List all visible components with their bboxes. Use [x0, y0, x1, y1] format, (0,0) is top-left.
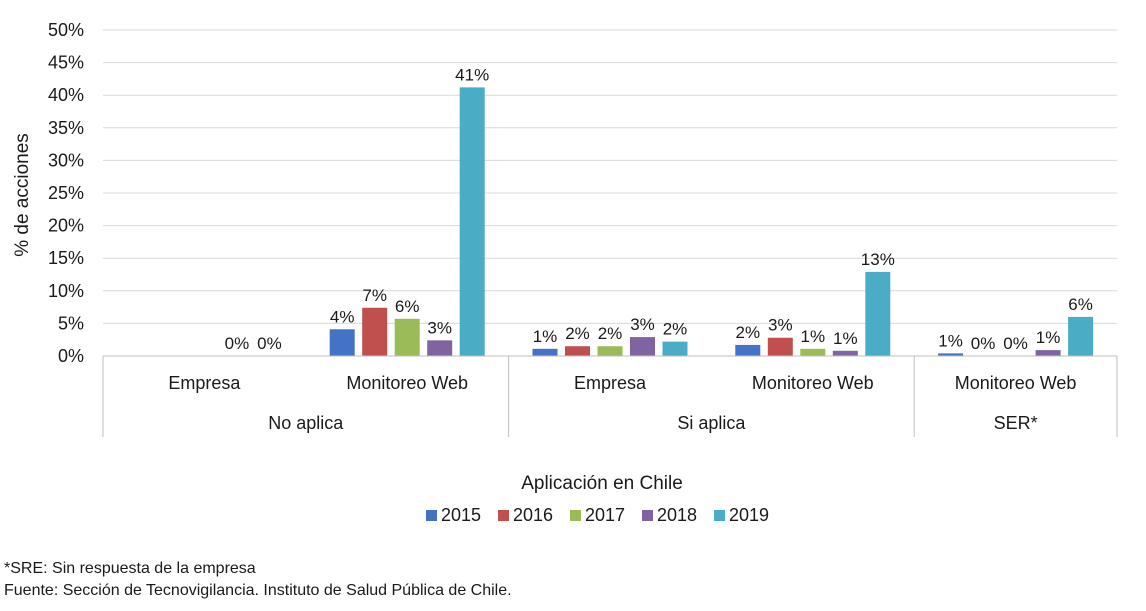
data-label: 0%: [225, 334, 250, 353]
legend-label: 2015: [441, 505, 481, 525]
bar: [362, 307, 388, 356]
data-label: 2%: [565, 324, 590, 343]
bars: [329, 87, 1094, 356]
bar: [532, 348, 558, 356]
gridlines: [103, 29, 1117, 357]
data-label: 6%: [395, 297, 420, 316]
footnote-sre: *SRE: Sin respuesta de la empresa: [4, 560, 256, 577]
legend-swatch: [426, 510, 437, 521]
bar: [630, 337, 655, 356]
y-axis-title: % de acciones: [12, 133, 33, 257]
data-label: 4%: [330, 307, 355, 326]
data-label: 2%: [736, 323, 761, 342]
data-label: 3%: [427, 318, 452, 337]
data-label: 7%: [362, 286, 387, 305]
category-label: Monitoreo Web: [955, 373, 1077, 393]
y-tick-label: 5%: [58, 313, 84, 333]
group-label: No aplica: [268, 413, 344, 433]
data-label: 3%: [630, 315, 655, 334]
data-label: 0%: [257, 334, 282, 353]
data-label: 1%: [833, 329, 858, 348]
category-label: Empresa: [574, 373, 647, 393]
bar: [735, 344, 761, 356]
bar-chart: 0% 5% 10% 15% 20% 25% 30% 35% 40% 45% 50% 4% 1% 2% 1%…: [12, 20, 1118, 525]
x-axis-title: Aplicación en Chile: [521, 473, 683, 494]
category-label: Monitoreo Web: [346, 373, 468, 393]
data-label: 0%: [971, 334, 996, 353]
y-tick-label: 45%: [48, 53, 84, 73]
legend-swatch: [498, 510, 509, 521]
legend-label: 2017: [585, 505, 625, 525]
legend-swatch: [570, 510, 581, 521]
y-tick-label: 40%: [48, 85, 84, 105]
legend-swatch: [714, 510, 725, 521]
data-label: 2%: [663, 320, 688, 339]
y-axis-ticks: 0% 5% 10% 15% 20% 25% 30% 35% 40% 45% 50%: [48, 20, 84, 366]
data-labels: 4% 1% 2% 1% 7% 2% 3% 0% 6% 2% 1% 0% 0% 3% 3% 1% 1% 0% 41% 2…: [225, 65, 1093, 353]
bar: [865, 271, 891, 356]
bar: [938, 353, 964, 356]
data-label: 2%: [598, 324, 623, 343]
bar: [394, 318, 420, 356]
data-label: 6%: [1068, 295, 1093, 314]
y-tick-label: 15%: [48, 248, 84, 268]
footnote-source: Fuente: Sección de Tecnovigilancia. Inst…: [4, 582, 512, 599]
bar: [565, 346, 590, 356]
y-tick-label: 50%: [48, 20, 84, 40]
bar: [800, 348, 826, 356]
bar: [1068, 316, 1094, 356]
legend-swatch: [642, 510, 653, 521]
y-tick-label: 20%: [48, 216, 84, 236]
category-label: Empresa: [168, 373, 241, 393]
legend-label: 2016: [513, 505, 553, 525]
category-label: Monitoreo Web: [752, 373, 874, 393]
data-label: 0%: [1003, 334, 1028, 353]
data-label: 1%: [533, 327, 558, 346]
y-tick-label: 35%: [48, 118, 84, 138]
legend-label: 2019: [729, 505, 769, 525]
group-label: Si aplica: [677, 413, 746, 433]
y-tick-label: 30%: [48, 150, 84, 170]
group-label: SER*: [994, 413, 1038, 433]
y-tick-label: 0%: [58, 346, 84, 366]
data-label: 1%: [801, 327, 826, 346]
y-tick-label: 10%: [48, 281, 84, 301]
data-label: 1%: [1036, 328, 1061, 347]
legend: 2015 2016 2017 2018 2019: [426, 505, 769, 525]
legend-label: 2018: [657, 505, 697, 525]
bar: [459, 87, 485, 356]
data-label: 13%: [861, 250, 895, 269]
bar: [832, 350, 858, 356]
bar: [329, 329, 355, 356]
data-label: 3%: [768, 316, 793, 335]
bar: [597, 346, 623, 356]
y-tick-label: 25%: [48, 183, 84, 203]
bar: [1035, 350, 1061, 356]
bar: [662, 341, 688, 356]
bar: [427, 340, 453, 356]
data-label: 41%: [455, 65, 489, 84]
data-label: 1%: [938, 331, 963, 350]
bar: [767, 337, 793, 356]
